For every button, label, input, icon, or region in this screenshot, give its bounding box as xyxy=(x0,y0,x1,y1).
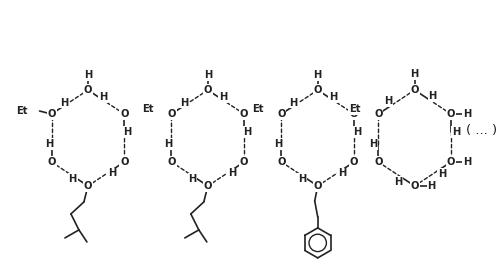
Text: H: H xyxy=(290,98,298,108)
Text: H: H xyxy=(428,91,436,101)
Text: O: O xyxy=(167,109,175,119)
Text: O: O xyxy=(84,181,92,191)
Text: H: H xyxy=(243,127,251,137)
Text: H: H xyxy=(44,139,53,149)
Text: H: H xyxy=(463,157,471,167)
Text: Et: Et xyxy=(349,104,360,114)
Text: H: H xyxy=(298,174,306,184)
Text: O: O xyxy=(167,157,175,167)
Text: O: O xyxy=(48,109,56,119)
Text: H: H xyxy=(108,168,116,178)
Text: H: H xyxy=(314,70,322,80)
Text: O: O xyxy=(240,109,248,119)
Text: H: H xyxy=(369,139,378,149)
Text: H: H xyxy=(394,177,402,187)
Text: H: H xyxy=(428,181,436,191)
Text: O: O xyxy=(410,181,419,191)
Text: H: H xyxy=(463,109,471,119)
Text: O: O xyxy=(446,157,455,167)
Text: H: H xyxy=(228,168,236,178)
Text: H: H xyxy=(180,98,188,108)
Text: O: O xyxy=(314,85,322,95)
Text: H: H xyxy=(329,92,337,102)
Text: H: H xyxy=(219,92,228,102)
Text: Et: Et xyxy=(16,106,28,116)
Text: H: H xyxy=(99,92,108,102)
Text: O: O xyxy=(48,157,56,167)
Text: Et: Et xyxy=(142,104,154,114)
Text: O: O xyxy=(277,157,285,167)
Text: H: H xyxy=(60,98,68,108)
Text: H: H xyxy=(84,70,92,80)
Text: O: O xyxy=(204,181,212,191)
Text: H: H xyxy=(452,127,460,137)
Text: O: O xyxy=(350,109,358,119)
Text: O: O xyxy=(350,157,358,167)
Text: H: H xyxy=(352,127,361,137)
Text: O: O xyxy=(240,157,248,167)
Text: O: O xyxy=(410,85,419,95)
Text: O: O xyxy=(120,109,128,119)
Text: H: H xyxy=(410,69,418,79)
Text: O: O xyxy=(277,109,285,119)
Text: O: O xyxy=(446,109,455,119)
Text: H: H xyxy=(188,174,196,184)
Text: O: O xyxy=(120,157,128,167)
Text: H: H xyxy=(438,169,446,179)
Text: ( ... ): ( ... ) xyxy=(466,123,497,137)
Text: H: H xyxy=(274,139,282,149)
Text: O: O xyxy=(374,109,382,119)
Text: O: O xyxy=(374,157,382,167)
Text: H: H xyxy=(164,139,173,149)
Text: Et: Et xyxy=(252,104,264,114)
Text: H: H xyxy=(338,168,346,178)
Text: O: O xyxy=(314,181,322,191)
Text: H: H xyxy=(68,174,76,184)
Text: O: O xyxy=(204,85,212,95)
Text: O: O xyxy=(84,85,92,95)
Text: H: H xyxy=(384,96,392,106)
Text: H: H xyxy=(204,70,212,80)
Text: H: H xyxy=(123,127,131,137)
